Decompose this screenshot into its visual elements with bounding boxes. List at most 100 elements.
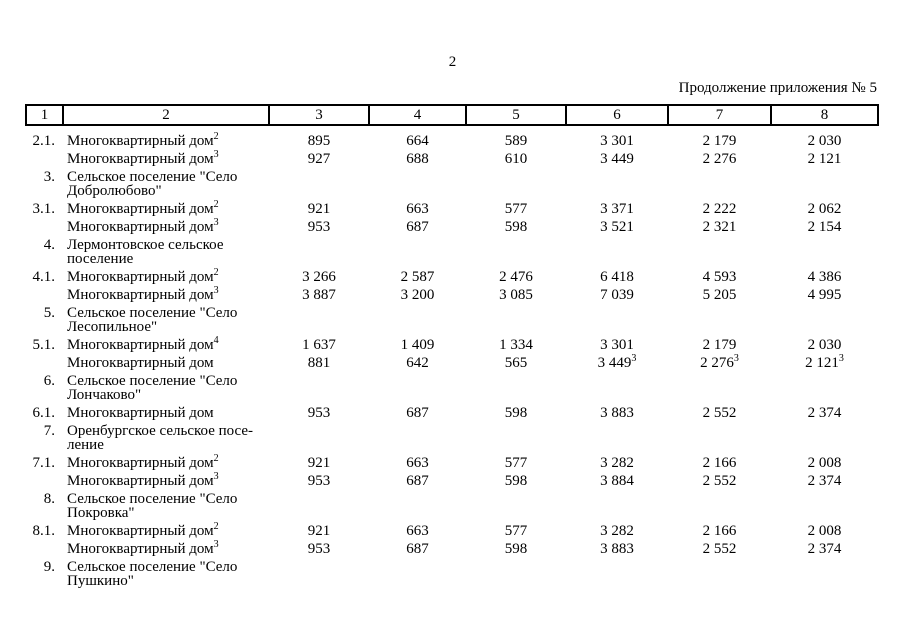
row-value: 3 301 — [600, 133, 634, 149]
label-superscript: 3 — [213, 471, 219, 482]
row-value: 598 — [504, 473, 528, 489]
table-row: 5.1. Многоквартирный дом4 1 637 1 409 1 334 3… — [26, 334, 878, 353]
row-number: 6.1. — [32, 405, 56, 421]
row-number: 3.1. — [32, 201, 56, 217]
row-label: Многоквартирный дом3 — [67, 285, 219, 303]
row-value — [668, 488, 771, 520]
row-value: 4 593 — [702, 269, 737, 285]
table-row: 3.1. Многоквартирный дом2 921 663 577 3 371 2 … — [26, 198, 878, 217]
row-number: 7.1. — [32, 455, 56, 471]
row-value — [668, 370, 771, 402]
row-label: Многоквартирный дом — [67, 355, 214, 371]
row-number: 5. — [43, 305, 55, 321]
row-value: 3 887 — [302, 287, 336, 303]
row-value: 2 121 — [807, 151, 842, 167]
label-superscript: 3 — [213, 285, 219, 296]
header-cell: 1 — [25, 104, 64, 126]
row-label: Сельское поселение "Село Пушкино" — [67, 559, 238, 589]
row-value: 3 200 — [400, 287, 435, 303]
row-label: Многоквартирный дом2 — [67, 267, 219, 285]
table-row: 8. Сельское поселение "Село Покровка" — [26, 488, 878, 521]
label-superscript: 2 — [213, 453, 219, 464]
row-value: 3 301 — [600, 337, 634, 353]
row-value — [566, 556, 668, 588]
row-label: Многоквартирный дом3 — [67, 471, 219, 489]
table-row: 7. Оренбургское сельское посе- ление — [26, 420, 878, 453]
row-value: 663 — [406, 201, 429, 217]
table-row: 4.1. Многоквартирный дом2 3 266 2 587 2 476 6… — [26, 266, 878, 285]
row-label: Сельское поселение "Село Лесопильное" — [67, 305, 238, 335]
row-value: 927 — [307, 151, 331, 167]
row-value — [369, 370, 466, 402]
row-value — [771, 488, 878, 520]
table-row: 7.1. Многоквартирный дом2 921 663 577 3 282 2 … — [26, 452, 878, 471]
row-value: 598 — [504, 541, 528, 557]
row-value: 589 — [504, 133, 528, 149]
header-cell: 7 — [667, 104, 772, 126]
row-value — [269, 166, 369, 198]
row-value: 1 409 — [400, 337, 435, 353]
row-value — [566, 302, 668, 334]
row-value: 2 179 — [702, 337, 737, 353]
row-value: 2 552 — [702, 541, 737, 557]
row-value — [771, 420, 878, 452]
header-cell: 4 — [368, 104, 467, 126]
row-value: 2 166 — [702, 523, 737, 539]
row-value: 2 008 — [807, 523, 842, 539]
row-value: 3 883 — [600, 541, 634, 557]
row-label: Многоквартирный дом3 — [67, 149, 219, 167]
value-superscript: 3 — [631, 353, 637, 364]
row-value: 687 — [406, 405, 429, 421]
row-value — [566, 420, 668, 452]
row-value: 3 282 — [600, 455, 634, 471]
row-number: 6. — [43, 373, 55, 389]
row-value: 4 386 — [807, 269, 842, 285]
row-value — [269, 488, 369, 520]
table-row: Многоквартирный дом3 953 687 598 3 521 2 321 2… — [26, 216, 878, 235]
row-value: 1 637 — [302, 337, 336, 353]
row-value — [566, 234, 668, 266]
row-value — [668, 302, 771, 334]
row-value — [466, 488, 566, 520]
row-value: 687 — [406, 473, 429, 489]
row-value: 2 321 — [702, 219, 737, 235]
row-value — [566, 370, 668, 402]
header-cell: 5 — [465, 104, 567, 126]
row-value — [269, 302, 369, 334]
table-row: Многоквартирный дом3 953 687 598 3 884 2 552 2… — [26, 470, 878, 489]
row-value: 2 587 — [400, 269, 435, 285]
row-value: 2 154 — [807, 219, 842, 235]
row-value — [269, 370, 369, 402]
table-row: 6.1. Многоквартирный дом 953 687 598 3 883 2 5… — [26, 402, 878, 421]
row-label: Сельское поселение "Село Лончаково" — [67, 373, 238, 403]
row-value: 3 883 — [600, 405, 634, 421]
row-number — [26, 538, 63, 556]
row-number: 4.1. — [32, 269, 56, 285]
row-value — [771, 234, 878, 266]
header-cell: 8 — [770, 104, 879, 126]
row-value — [369, 556, 466, 588]
row-value: 2 030 — [807, 133, 842, 149]
row-value — [466, 166, 566, 198]
row-label: Многоквартирный дом4 — [67, 335, 219, 353]
row-value: 565 — [504, 355, 528, 371]
row-label: Многоквартирный дом2 — [67, 521, 219, 539]
row-value: 577 — [504, 201, 528, 217]
row-value: 3 521 — [600, 219, 634, 235]
row-value — [466, 420, 566, 452]
row-value — [369, 488, 466, 520]
row-label: Многоквартирный дом3 — [67, 217, 219, 235]
row-value — [269, 556, 369, 588]
row-value: 687 — [406, 541, 429, 557]
row-value: 881 — [307, 355, 331, 371]
row-value: 2 008 — [807, 455, 842, 471]
row-value: 3 282 — [600, 523, 634, 539]
row-value: 3 4493 — [597, 353, 637, 371]
row-value: 687 — [406, 219, 429, 235]
row-value: 2 166 — [702, 455, 737, 471]
table-body: 2.1. Многоквартирный дом2 895 664 589 3 301 2 … — [26, 125, 878, 589]
label-superscript: 2 — [213, 131, 219, 142]
row-value: 577 — [504, 523, 528, 539]
row-number: 7. — [43, 423, 55, 439]
